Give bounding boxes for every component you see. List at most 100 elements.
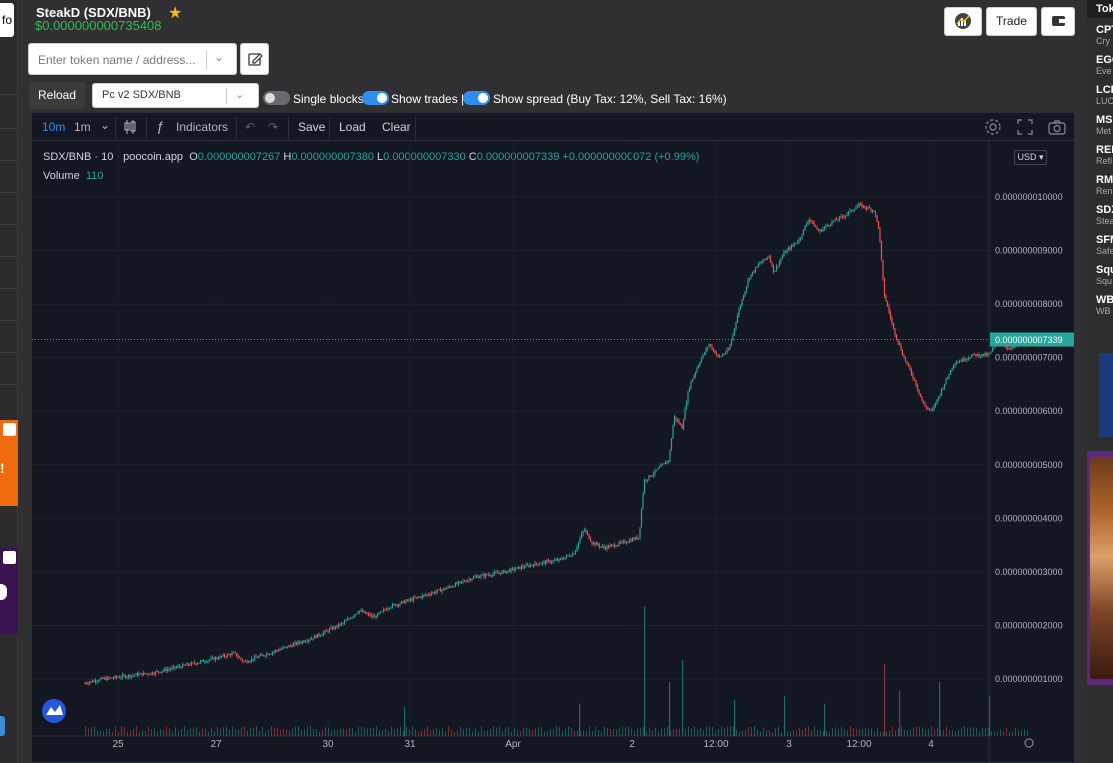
volume-bar: [133, 728, 134, 736]
volume-bar: [622, 726, 623, 736]
candle-body: [637, 537, 640, 539]
interval-10m[interactable]: 10m: [42, 120, 66, 134]
volume-bar: [304, 728, 305, 736]
token-search-input[interactable]: [38, 51, 198, 69]
volume-bar: [553, 728, 554, 736]
candle-body: [970, 355, 973, 358]
tradingview-logo-mark: [46, 705, 63, 715]
right-ad-game-banner[interactable]: [1087, 451, 1113, 685]
token-list-item[interactable]: SquSqu: [1096, 264, 1113, 286]
volume-bar: [229, 730, 230, 736]
chart-toolbar: 10m 1m ⌄ ƒ Indicators ↶ ↷ Save Load Clea…: [32, 113, 1074, 141]
candle-body: [91, 681, 94, 683]
candle-body: [331, 627, 334, 630]
left-ad-banner[interactable]: !: [0, 420, 18, 506]
candle-body: [172, 666, 175, 668]
candle-body: [157, 671, 160, 673]
token-list-item[interactable]: WBNWB: [1096, 294, 1113, 316]
candle-body: [643, 479, 646, 493]
interval-chevron-down-icon[interactable]: ⌄: [100, 118, 111, 132]
candle-body: [100, 677, 103, 679]
undo-icon[interactable]: ↶: [245, 120, 256, 134]
token-name: Safe: [1096, 246, 1113, 256]
token-name: Cry: [1096, 36, 1110, 46]
token-list-item[interactable]: LCRLUC: [1096, 84, 1113, 106]
wallet-button[interactable]: [1041, 7, 1075, 36]
candle-body: [811, 221, 814, 223]
candle-body: [927, 408, 929, 410]
interval-1m[interactable]: 1m: [74, 120, 91, 134]
candle-body: [213, 657, 215, 660]
y-tick-label: 0.000000002000: [995, 620, 1063, 630]
token-list-item[interactable]: MSCMet: [1096, 114, 1113, 136]
camera-icon[interactable]: [1048, 119, 1066, 135]
candle-body: [939, 394, 941, 397]
candle-body: [394, 604, 397, 606]
candle-body: [183, 664, 185, 666]
info-button[interactable]: fo: [0, 3, 14, 37]
trade-button[interactable]: Trade: [986, 7, 1037, 36]
token-list-item[interactable]: EGCEve: [1096, 54, 1113, 76]
collapse-tab[interactable]: [0, 716, 5, 736]
candles-icon[interactable]: [123, 119, 137, 135]
chart-canvas[interactable]: 0.000000010000 0.000000009000 0.0000000080…: [32, 141, 1074, 762]
candle-body: [400, 601, 403, 604]
candle-body: [216, 657, 218, 659]
volume-bar: [361, 726, 362, 736]
pair-select[interactable]: Pc v2 SDX/BNB ⌄: [92, 83, 259, 108]
candle-body: [907, 363, 910, 366]
token-list-item[interactable]: RMTRen: [1096, 174, 1113, 196]
volume-bar: [334, 729, 335, 736]
token-list-item[interactable]: SFMSafe: [1096, 234, 1113, 256]
wallet-icon: [1052, 16, 1065, 26]
candle-body: [517, 566, 520, 568]
token-list-item[interactable]: SDXStea: [1096, 204, 1113, 226]
volume-bar: [598, 730, 599, 736]
candle-body: [793, 243, 796, 246]
show-trades-toggle[interactable]: [362, 91, 389, 105]
candle-body: [559, 558, 562, 560]
candle-body: [573, 553, 575, 555]
left-ad-banner-2[interactable]: [0, 548, 18, 634]
chart-type-button[interactable]: [944, 7, 982, 36]
reload-button[interactable]: Reload: [29, 82, 85, 109]
volume-bar: [100, 730, 101, 736]
candle-body: [256, 657, 259, 659]
volume-bar: [442, 728, 443, 736]
price-chart[interactable]: 10m 1m ⌄ ƒ Indicators ↶ ↷ Save Load Clea…: [31, 112, 1075, 763]
y-tick-label: 0.000000007000: [995, 353, 1063, 363]
legend-high-key: H: [283, 151, 292, 163]
candle-body: [654, 470, 656, 474]
candle-body: [397, 604, 400, 606]
volume-bar: [343, 728, 344, 736]
volume-bar: [844, 728, 845, 736]
favorite-star-icon[interactable]: ★: [168, 5, 183, 22]
edit-button[interactable]: [240, 43, 269, 75]
divider: [288, 117, 289, 139]
single-blocks-toggle[interactable]: [263, 91, 290, 105]
volume-bar: [874, 731, 875, 736]
candle-body: [663, 462, 665, 465]
volume-bar: [949, 730, 950, 736]
volume-bar: [181, 729, 182, 736]
volume-bar: [121, 726, 122, 736]
save-button[interactable]: Save: [298, 120, 326, 134]
show-spread-toggle[interactable]: [463, 91, 490, 105]
indicators-button[interactable]: Indicators: [176, 120, 229, 134]
token-search[interactable]: ⌄: [28, 43, 237, 75]
token-list-item[interactable]: CPTCry: [1096, 24, 1113, 46]
candle-body: [612, 544, 614, 546]
candle-body: [799, 237, 802, 240]
volume-bar: [187, 729, 188, 736]
clear-button[interactable]: Clear: [382, 120, 411, 134]
right-ad-banner[interactable]: [1099, 353, 1113, 437]
load-button[interactable]: Load: [339, 120, 366, 134]
indicators-icon[interactable]: ƒ: [156, 118, 164, 134]
chevron-down-icon[interactable]: ⌄: [214, 50, 225, 64]
fullscreen-icon[interactable]: [1017, 119, 1033, 135]
candle-body: [778, 261, 781, 266]
redo-icon[interactable]: ↷: [268, 120, 279, 134]
currency-select[interactable]: USD ▾: [1014, 150, 1047, 165]
settings-gear-icon[interactable]: [984, 118, 1002, 136]
token-list-item[interactable]: REFRefl: [1096, 144, 1113, 166]
